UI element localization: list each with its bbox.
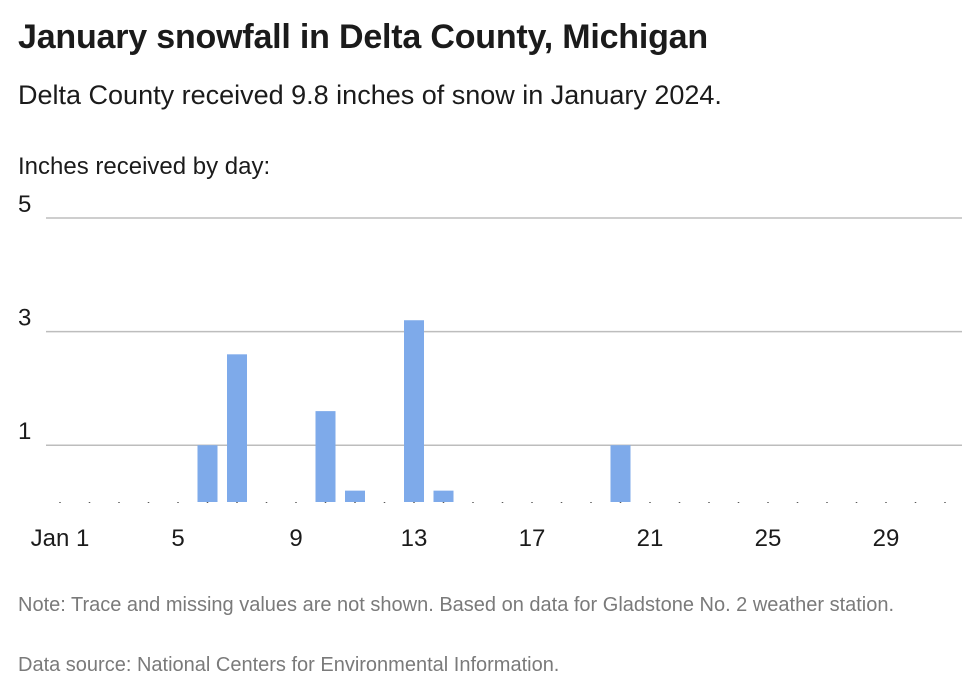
chart-title: January snowfall in Delta County, Michig… [18, 18, 708, 56]
x-tick-label: 25 [755, 525, 782, 552]
x-tick-label: 17 [519, 525, 546, 552]
x-tick-label: 13 [401, 525, 428, 552]
y-tick-label: 1 [18, 418, 31, 445]
y-axis-label: Inches received by day: [18, 153, 271, 180]
x-tick-label: Jan 1 [31, 525, 90, 552]
x-tick-label: 5 [171, 525, 184, 552]
y-axis-ticks: 1 3 5 [18, 191, 31, 445]
footnote: Note: Trace and missing values are not s… [18, 594, 895, 616]
bar [227, 354, 247, 502]
chart-subtitle: Delta County received 9.8 inches of snow… [18, 80, 722, 110]
bar [197, 445, 218, 502]
x-tick-label: 21 [637, 525, 664, 552]
y-tick-label: 3 [18, 305, 31, 332]
bar [404, 320, 424, 502]
bar-chart: 135 Jan 1 5 9 13 17 21 25 29 [18, 191, 962, 552]
x-tick-label: 29 [873, 525, 900, 552]
bar [315, 411, 336, 502]
bar [345, 490, 365, 502]
bar [610, 445, 631, 502]
bars [197, 320, 631, 502]
bar [433, 490, 454, 502]
y-tick-label: 5 [18, 191, 31, 218]
gridlines [46, 217, 962, 446]
x-axis-ticks: Jan 1 5 9 13 17 21 25 29 [31, 502, 946, 552]
data-source: Data source: National Centers for Enviro… [18, 654, 560, 676]
x-tick-label: 9 [289, 525, 302, 552]
